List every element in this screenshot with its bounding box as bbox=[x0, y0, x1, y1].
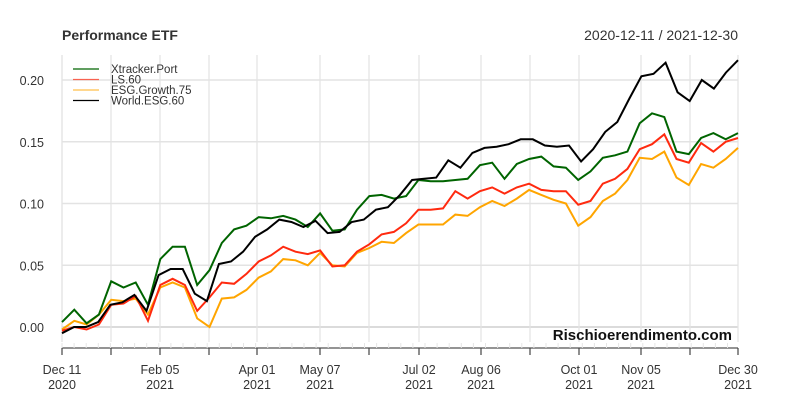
x-tick-year: 2021 bbox=[627, 378, 655, 392]
x-tick-label: Feb 05 bbox=[141, 363, 180, 377]
x-tick-year: 2021 bbox=[467, 378, 495, 392]
legend-label: LS.60 bbox=[111, 75, 141, 87]
series-line-xtracker-port bbox=[61, 112, 739, 325]
y-tick-label: 0.00 bbox=[20, 321, 44, 335]
x-tick-label: Apr 01 bbox=[239, 363, 276, 377]
x-tick-label: May 07 bbox=[300, 363, 341, 377]
date-range: 2020-12-11 / 2021-12-30 bbox=[584, 27, 738, 43]
x-tick-year: 2021 bbox=[306, 378, 334, 392]
grid bbox=[61, 55, 739, 342]
y-tick-label: 0.05 bbox=[20, 259, 44, 273]
series-line-esg-growth-75 bbox=[61, 147, 739, 331]
x-tick-label: Aug 06 bbox=[461, 363, 501, 377]
y-axis: 0.00 0.05 0.10 0.15 0.20 bbox=[20, 74, 44, 335]
series-lines bbox=[61, 59, 739, 335]
x-tick-label: Jul 02 bbox=[402, 363, 435, 377]
legend-label: World.ESG.60 bbox=[111, 96, 184, 108]
legend-label: ESG.Growth.75 bbox=[111, 85, 192, 97]
y-tick-label: 0.15 bbox=[20, 136, 44, 150]
x-tick-year: 2021 bbox=[565, 378, 593, 392]
legend-label: Xtracker.Port bbox=[111, 64, 178, 76]
series-line-world-esg-60 bbox=[61, 59, 739, 335]
x-tick-year: 2021 bbox=[405, 378, 433, 392]
x-tick-label: Dec 11 bbox=[43, 363, 82, 377]
y-tick-label: 0.20 bbox=[20, 74, 44, 88]
legend: Xtracker.PortLS.60ESG.Growth.75World.ESG… bbox=[73, 64, 192, 108]
watermark: Rischioerendimento.com bbox=[553, 327, 732, 344]
y-tick-label: 0.10 bbox=[20, 198, 44, 212]
x-tick-label: Nov 05 bbox=[621, 363, 661, 377]
x-tick-year: 2021 bbox=[724, 378, 752, 392]
series-line-ls-60 bbox=[61, 132, 739, 332]
x-tick-year: 2021 bbox=[146, 378, 174, 392]
x-tick-label: Oct 01 bbox=[561, 363, 598, 377]
x-tick-label: Dec 30 bbox=[718, 363, 758, 377]
x-tick-year: 2021 bbox=[243, 378, 271, 392]
x-tick-year: 2020 bbox=[48, 378, 76, 392]
chart-title: Performance ETF bbox=[62, 27, 178, 43]
